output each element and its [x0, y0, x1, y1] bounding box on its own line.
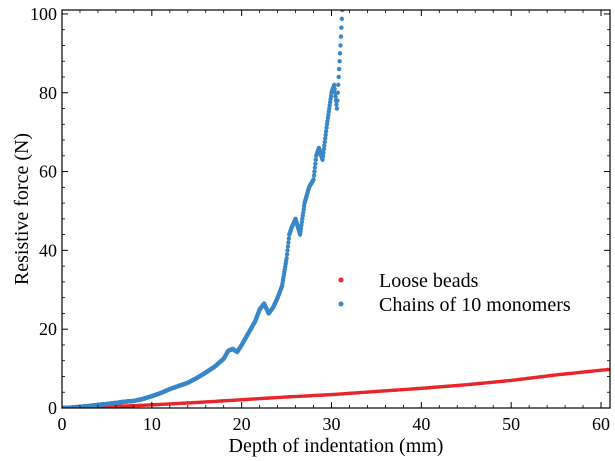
y-tick-label: 60	[39, 162, 57, 182]
data-point	[321, 150, 326, 155]
x-tick-label: 0	[58, 414, 67, 434]
legend-label-loose-beads: Loose beads	[379, 270, 479, 292]
x-tick-label: 50	[502, 414, 520, 434]
data-point	[323, 136, 328, 141]
axis-ticks	[61, 10, 610, 409]
legend-marker-loose-beads	[338, 277, 344, 283]
legend-marker-chains	[338, 301, 344, 307]
data-point	[335, 90, 340, 95]
data-point	[337, 59, 342, 64]
series-chains	[62, 10, 345, 408]
data-point	[336, 66, 342, 72]
data-point	[322, 139, 327, 145]
x-tick-label: 10	[143, 414, 161, 434]
legend: Loose beads Chains of 10 monomers	[338, 270, 571, 316]
data-point	[334, 102, 339, 107]
data-point	[313, 161, 318, 166]
data-point	[312, 169, 317, 174]
y-tick-label: 40	[39, 240, 57, 260]
data-point	[285, 244, 291, 249]
data-point	[324, 125, 329, 131]
tick-labels: 0 10 20 30 40 50 60 0 20 40 60 80 100	[30, 4, 610, 434]
data-point	[338, 43, 343, 48]
plot-frame	[61, 9, 611, 409]
x-tick-label: 20	[233, 414, 251, 434]
legend-label-chains: Chains of 10 monomers	[379, 294, 571, 316]
data-point	[333, 94, 338, 99]
x-tick-label: 60	[592, 414, 610, 434]
data-point	[332, 82, 337, 88]
data-point	[286, 236, 292, 241]
data-point	[337, 51, 343, 56]
data-point	[313, 157, 318, 162]
data-point	[311, 177, 316, 182]
data-point	[336, 74, 341, 80]
x-tick-label: 30	[323, 414, 341, 434]
plot-area	[62, 10, 610, 408]
data-point	[335, 98, 340, 103]
series-loose-beads	[62, 367, 610, 408]
data-point	[339, 25, 344, 30]
y-tick-label: 80	[39, 83, 57, 103]
x-axis-label: Depth of indentation (mm)	[229, 435, 444, 457]
y-tick-label: 100	[30, 4, 57, 24]
data-point	[320, 153, 326, 159]
data-point	[322, 143, 327, 148]
data-point	[312, 165, 318, 170]
data-point	[286, 240, 291, 245]
x-tick-label: 40	[412, 414, 430, 434]
data-point	[338, 34, 344, 39]
data-point	[284, 256, 289, 261]
y-axis-label: Resistive force (N)	[11, 133, 33, 285]
data-point	[332, 86, 337, 92]
data-point	[323, 129, 329, 134]
y-tick-label: 20	[39, 319, 57, 339]
data-point	[311, 173, 317, 178]
data-point	[284, 252, 290, 257]
data-point	[334, 106, 340, 111]
data-point	[323, 132, 328, 138]
data-point	[336, 82, 341, 88]
data-point	[339, 16, 345, 22]
y-tick-label: 0	[48, 398, 57, 418]
data-point	[285, 248, 290, 253]
data-point	[321, 146, 327, 152]
data-point	[320, 157, 325, 162]
